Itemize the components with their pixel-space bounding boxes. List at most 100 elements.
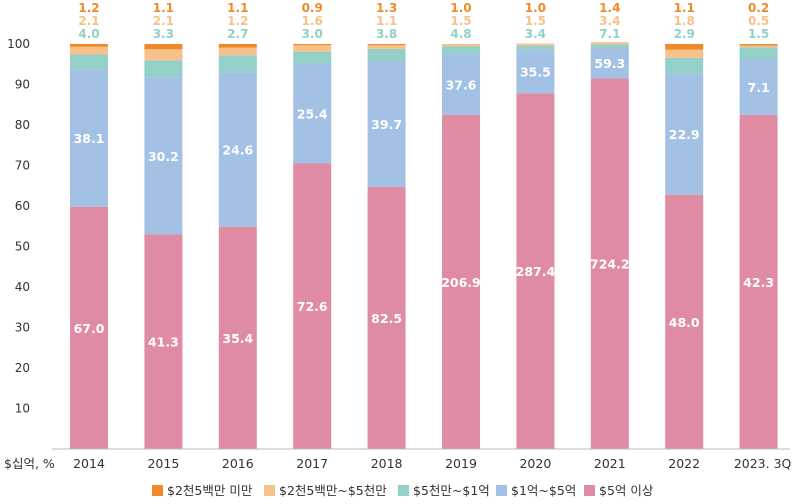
data-label: 1.2 <box>227 14 248 28</box>
data-label: 1.3 <box>376 1 397 15</box>
y-axis: 10 20 30 40 50 60 70 80 90 100 <box>7 37 30 416</box>
bar-segment <box>293 163 332 449</box>
y-tick-label: 20 <box>15 361 30 375</box>
bar-segment <box>367 45 406 49</box>
bar-segment <box>70 206 108 449</box>
bar-segment <box>218 47 257 56</box>
bar-segment <box>516 43 555 46</box>
bar-segment <box>516 49 555 94</box>
bar-segment <box>442 54 480 115</box>
legend-swatch <box>264 485 275 496</box>
bars: 67.0 38.1 41.3 30.2 35.4 24.6 72.6 25.4 82.5 39.7… <box>70 42 778 450</box>
data-label: 48.0 <box>669 315 700 330</box>
data-label: 3.8 <box>376 27 397 41</box>
data-label: 724.2 <box>590 257 630 272</box>
data-label: 1.6 <box>302 14 323 28</box>
data-label: 3.4 <box>525 27 546 41</box>
y-tick-label: 80 <box>15 118 30 132</box>
data-label: 41.3 <box>148 335 179 350</box>
data-label: 2.1 <box>153 14 174 28</box>
bar-segment <box>293 51 332 64</box>
legend-swatch <box>152 485 163 496</box>
data-label: 1.4 <box>599 1 620 15</box>
data-label: 2.1 <box>78 14 99 28</box>
data-label: 0.5 <box>748 14 769 28</box>
data-label: 22.9 <box>669 127 700 142</box>
bar-segment <box>665 49 704 58</box>
bar-segment <box>665 44 704 50</box>
bar-segment <box>442 46 480 55</box>
data-label: 1.5 <box>525 14 546 28</box>
data-label: 7.1 <box>748 80 770 95</box>
bar-segment <box>144 49 183 61</box>
data-label: 7.1 <box>599 27 620 41</box>
data-label: 39.7 <box>371 117 402 132</box>
data-label: 1.0 <box>450 1 471 15</box>
data-label: 37.6 <box>446 78 477 93</box>
bar-segment <box>144 44 183 50</box>
data-label: 72.6 <box>297 299 328 314</box>
bar-segment <box>665 57 704 74</box>
bar-segment <box>665 194 704 449</box>
x-tick-label: 2023. 3Q <box>734 456 792 471</box>
data-label: 1.0 <box>525 1 546 15</box>
data-label: 42.3 <box>743 275 774 290</box>
y-tick-label: 40 <box>15 280 30 294</box>
y-tick-label: 70 <box>15 159 30 173</box>
bar-segment <box>590 48 629 79</box>
bar-segment <box>739 45 778 48</box>
y-tick-label: 30 <box>15 321 30 335</box>
top-labels: 1.22.14.01.12.13.31.11.22.70.91.63.01.31… <box>78 1 769 41</box>
bar-segment <box>442 44 480 47</box>
bar-segment <box>516 93 555 449</box>
bar-segment <box>144 234 183 449</box>
data-label: 4.8 <box>450 27 471 41</box>
y-tick-label: 60 <box>15 199 30 213</box>
bar-segment <box>367 44 406 46</box>
data-label: 4.0 <box>78 27 99 41</box>
data-label: 1.1 <box>153 1 174 15</box>
bar-segment <box>144 77 183 235</box>
data-label: 1.1 <box>227 1 248 15</box>
bar-segment <box>739 47 778 59</box>
bar-segment <box>144 60 183 78</box>
y-tick-label: 90 <box>15 78 30 92</box>
bar-segment <box>739 58 778 115</box>
bar-segment <box>739 114 778 449</box>
x-tick-label: 2015 <box>147 456 179 471</box>
data-label: 1.5 <box>748 27 769 41</box>
y-tick-label: 100 <box>7 37 30 51</box>
x-tick-label: 2017 <box>296 456 328 471</box>
data-label: 0.2 <box>748 1 769 15</box>
data-label: 0.9 <box>302 1 323 15</box>
x-tick-label: 2014 <box>73 456 105 471</box>
bar-segment <box>70 54 108 70</box>
data-label: 3.3 <box>153 27 174 41</box>
bar-segment <box>590 42 629 45</box>
legend-label: $1억~$5억 <box>511 483 576 498</box>
bar-segment <box>70 69 108 207</box>
y-tick-label: 50 <box>15 240 30 254</box>
legend-label: $2천5백만~$5천만 <box>279 483 387 498</box>
data-label: 2.7 <box>227 27 248 41</box>
data-label: 1.5 <box>450 14 471 28</box>
x-tick-label: 2019 <box>445 456 477 471</box>
data-label: 82.5 <box>371 311 402 326</box>
data-label: 59.3 <box>594 56 625 71</box>
legend-label: $5억 이상 <box>599 483 654 498</box>
legend-label: $5천만~$1억 <box>413 483 490 498</box>
data-label: 35.5 <box>520 65 551 80</box>
data-label: 1.8 <box>674 14 695 28</box>
data-label: 3.4 <box>599 14 620 28</box>
x-tick-label: 2021 <box>594 456 626 471</box>
data-label: 30.2 <box>148 149 179 164</box>
bar-segment <box>218 55 257 73</box>
legend-swatch <box>584 485 595 496</box>
data-label: 1.1 <box>674 1 695 15</box>
data-label: 3.0 <box>302 27 323 41</box>
data-label: 206.9 <box>441 275 481 290</box>
bar-segment <box>590 78 629 450</box>
data-label: 1.1 <box>376 14 397 28</box>
data-label: 1.2 <box>78 1 99 15</box>
